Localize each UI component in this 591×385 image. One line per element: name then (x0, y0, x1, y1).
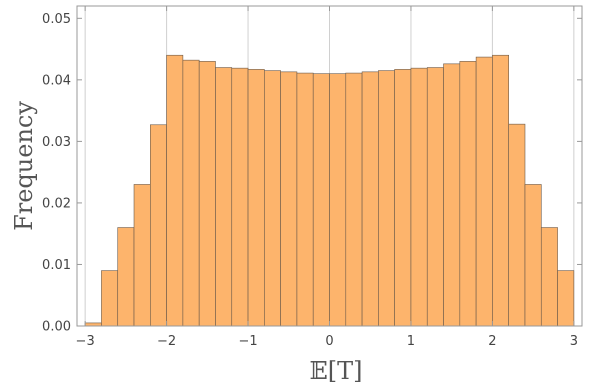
histogram-bar-26 (508, 123, 526, 327)
histogram-bar-14 (312, 73, 330, 327)
y-tick-label-0: 0.00 (42, 320, 71, 335)
y-tick-label-2: 0.02 (42, 196, 71, 211)
x-axis-title: 𝔼[T] (309, 357, 362, 385)
histogram-bar-12 (280, 71, 298, 327)
histogram-bar-7 (198, 61, 216, 327)
y-axis-ticks: 0.00 0.01 0.02 0.03 0.04 0.05 (42, 12, 582, 335)
histogram-bar-15 (329, 73, 347, 327)
y-tick-label-1: 0.01 (42, 258, 71, 273)
y-axis-title: Frequency (10, 101, 38, 231)
histogram-bar-25 (492, 54, 509, 327)
histogram-bar-29 (557, 270, 575, 327)
y-tick-label-5: 0.05 (42, 12, 71, 27)
histogram-bars (84, 54, 575, 327)
histogram-bar-1 (101, 270, 119, 327)
histogram-bar-11 (264, 70, 281, 327)
histogram-bar-21 (426, 67, 444, 327)
y-tick-label-3: 0.03 (42, 135, 71, 150)
histogram-bar-24 (475, 56, 493, 327)
histogram-bar-23 (459, 61, 477, 327)
histogram-bar-19 (394, 69, 412, 327)
x-tick-label-1: −2 (157, 334, 176, 349)
histogram-bar-27 (524, 184, 542, 327)
histogram-bar-4 (150, 124, 167, 327)
x-tick-label-3: 0 (325, 334, 333, 349)
histogram-bar-18 (378, 70, 395, 327)
histogram-bar-2 (117, 227, 135, 327)
histogram-bar-13 (296, 72, 314, 327)
histogram-bar-22 (443, 63, 461, 327)
histogram-bar-17 (361, 71, 379, 327)
x-tick-label-5: 2 (488, 334, 496, 349)
histogram-bar-16 (345, 72, 363, 327)
x-axis-ticks: −3 −2 −1 0 1 2 3 (76, 6, 578, 349)
histogram-bar-5 (166, 54, 184, 327)
histogram-bar-3 (133, 184, 151, 327)
histogram-bar-10 (247, 69, 265, 327)
histogram-bar-6 (182, 59, 200, 327)
x-tick-label-6: 3 (570, 334, 578, 349)
histogram-bar-28 (540, 227, 558, 327)
histogram-bar-20 (410, 67, 428, 327)
x-tick-label-0: −3 (76, 334, 95, 349)
y-tick-label-4: 0.04 (42, 73, 71, 88)
histogram-bar-9 (231, 67, 249, 327)
x-tick-label-2: −1 (238, 334, 257, 349)
histogram-bar-8 (215, 67, 233, 327)
x-tick-label-4: 1 (407, 334, 415, 349)
